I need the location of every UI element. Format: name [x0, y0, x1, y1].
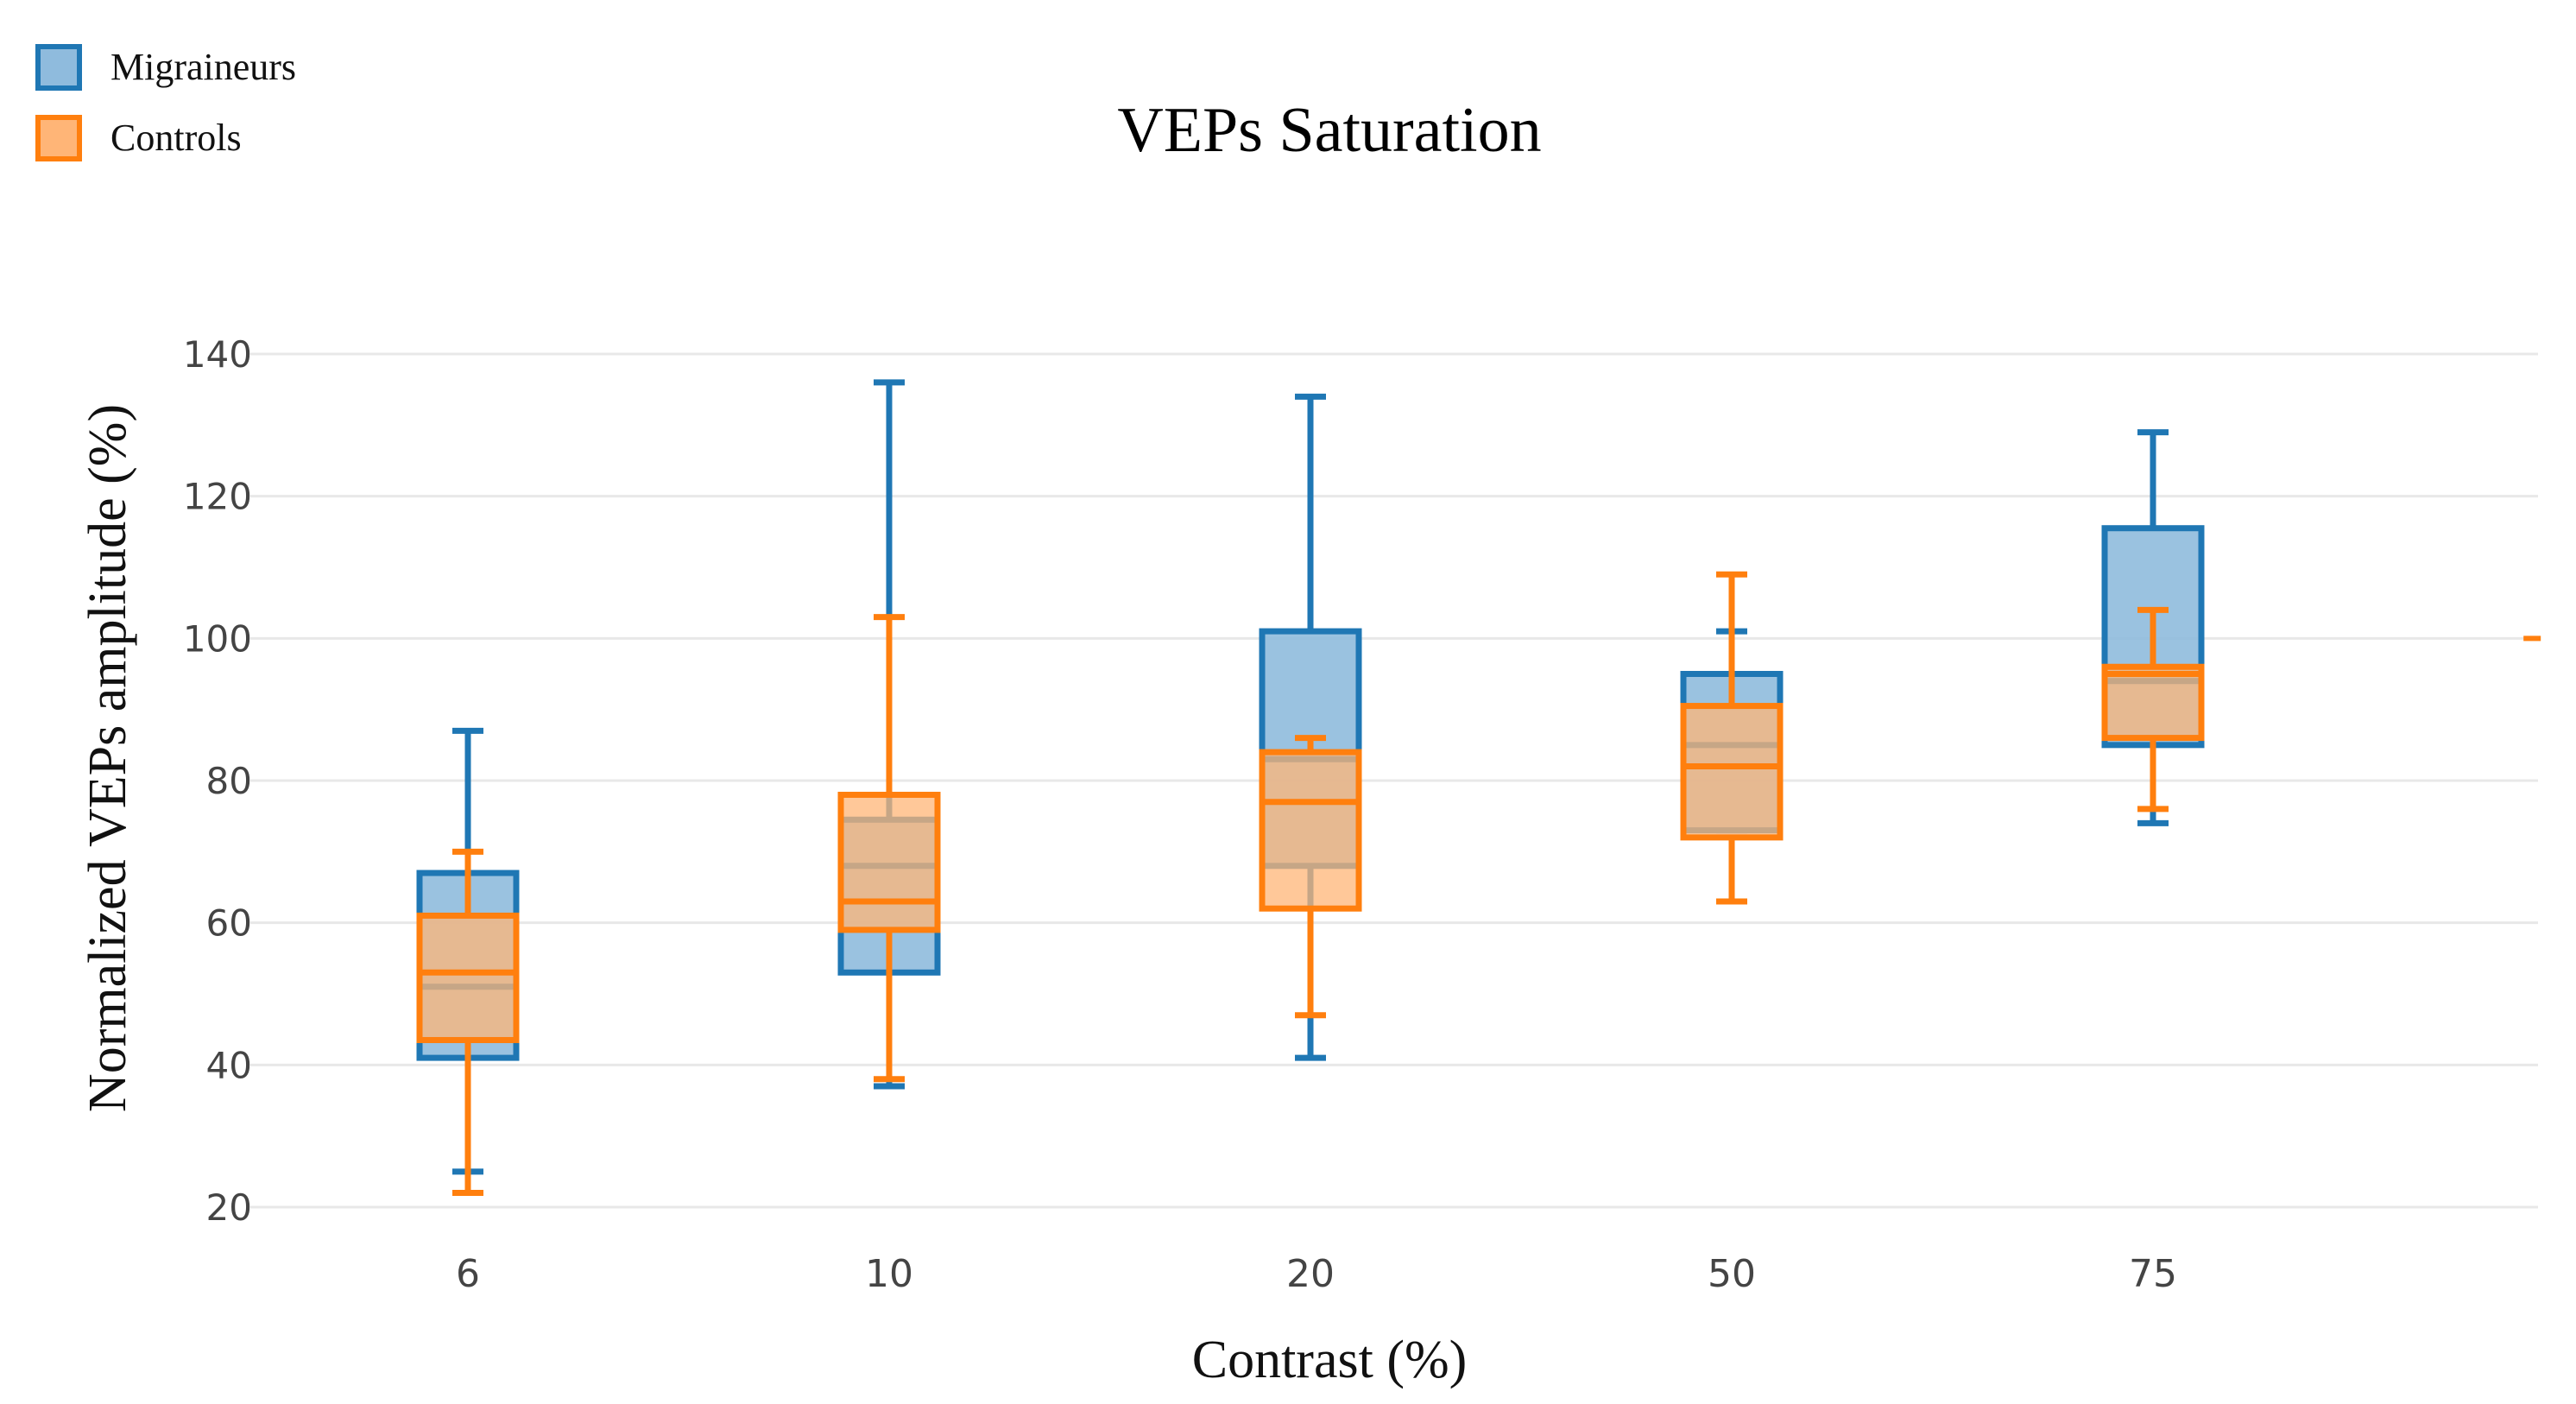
legend-label: Controls: [110, 117, 242, 159]
box-controls-10: [837, 614, 941, 1083]
y-tick-label: 100: [183, 617, 252, 660]
box-controls-50: [1680, 571, 1784, 905]
y-tick-label: 120: [183, 476, 252, 518]
box-series: [416, 379, 2541, 1197]
box-controls-75: [2101, 606, 2205, 813]
legend-label: Migraineurs: [110, 46, 296, 88]
x-tick-label: 75: [2129, 1252, 2177, 1296]
y-tick-label: 20: [206, 1186, 252, 1229]
box-iqr: [2101, 663, 2205, 742]
box-iqr: [837, 791, 941, 933]
box-iqr: [1680, 703, 1784, 841]
box-iqr: [416, 912, 520, 1044]
box-controls-20: [1259, 735, 1362, 1019]
x-axis-label: Contrast (%): [1192, 1331, 1468, 1389]
x-tick-label: 6: [456, 1252, 480, 1296]
gridlines: [250, 352, 2538, 1209]
y-tick-label: 40: [206, 1044, 252, 1086]
box-iqr: [1259, 749, 1362, 912]
legend-item-migraineurs[interactable]: Migraineurs: [35, 44, 296, 91]
x-tick-label: 10: [865, 1252, 913, 1296]
series-controls: [416, 571, 2541, 1197]
y-tick-label: 140: [183, 333, 252, 376]
x-tick-labels: 6 10 20 50 75: [456, 1252, 2177, 1296]
legend-swatch: [35, 44, 82, 91]
x-tick-label: 20: [1286, 1252, 1335, 1296]
legend-item-controls[interactable]: Controls: [35, 115, 242, 161]
box-controls-6: [416, 848, 520, 1197]
y-tick-label: 80: [206, 760, 252, 802]
y-tick-label: 60: [206, 902, 252, 945]
x-tick-label: 50: [1708, 1252, 1756, 1296]
y-tick-labels: 20 40 60 80 100 120 140: [183, 333, 252, 1229]
legend[interactable]: Migraineurs Controls: [35, 44, 296, 161]
chart-title: VEPs Saturation: [1117, 95, 1541, 166]
legend-swatch: [35, 115, 82, 161]
y-axis-label: Normalized VEPs amplitude (%): [79, 404, 137, 1112]
